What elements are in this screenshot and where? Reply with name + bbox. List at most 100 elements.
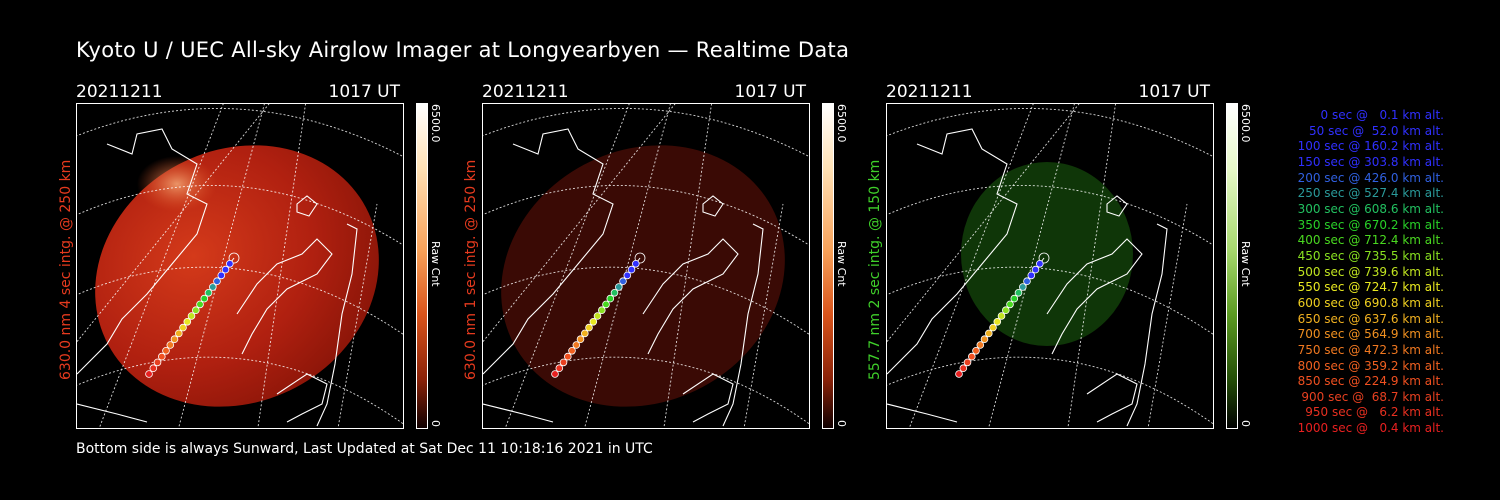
geo-grid	[887, 104, 1213, 428]
trajectory-legend-entry: 950 sec @ 6.2 km alt.	[1305, 405, 1444, 420]
trajectory-point	[1036, 260, 1044, 268]
trajectory-legend-entry: 800 sec @ 359.2 km alt.	[1297, 358, 1444, 373]
trajectory-legend-entry: 200 sec @ 426.0 km alt.	[1297, 170, 1444, 185]
panel-1-channel-label: 630.0 nm 4 sec intg. @ 250 km	[58, 159, 74, 380]
trajectory-point	[980, 335, 989, 344]
panel-1-colorbar-max: 6500.0	[429, 104, 442, 143]
trajectory-point	[568, 347, 576, 355]
panel-1-date: 20211211	[76, 82, 163, 102]
trajectory-point	[228, 252, 240, 264]
trajectory-legend-entry: 100 sec @ 160.2 km alt.	[1297, 139, 1444, 154]
trajectory-point	[619, 277, 627, 286]
trajectory-legend-entry: 700 sec @ 564.9 km alt.	[1297, 327, 1444, 342]
trajectory-point	[226, 260, 234, 268]
panel-3-colorbar-min: 0	[1239, 420, 1252, 427]
trajectory-point	[564, 352, 572, 361]
trajectory-point	[1002, 306, 1010, 315]
geo-grid	[77, 104, 403, 428]
trajectory-legend-entry: 900 sec @ 68.7 km alt.	[1301, 389, 1444, 404]
trajectory-legend-entry: 300 sec @ 608.6 km alt.	[1297, 201, 1444, 216]
trajectory-point	[976, 341, 985, 349]
panel-1-time: 1017 UT	[328, 82, 401, 102]
panel-3-channel-label: 557.7 nm 2 sec intg. @ 150 km	[867, 159, 883, 380]
trajectory-point	[192, 306, 200, 315]
panel-1-colorbar	[416, 103, 428, 429]
panel-1-allsky-image[interactable]	[76, 103, 404, 429]
trajectory-point	[581, 329, 589, 338]
trajectory-point	[968, 352, 976, 361]
airglow-bright-patch	[137, 156, 217, 212]
trajectory-legend-entry: 0 sec @ 0.1 km alt.	[1320, 108, 1445, 122]
trajectory-legend-entry: 350 sec @ 670.2 km alt.	[1297, 217, 1444, 232]
trajectory-point	[559, 358, 568, 367]
trajectory-point	[632, 260, 640, 268]
trajectory-legend-entry: 650 sec @ 637.6 km alt.	[1297, 311, 1444, 326]
trajectory-point	[1023, 277, 1031, 286]
airglow-disk	[501, 145, 785, 407]
trajectory-point	[209, 283, 217, 291]
trajectory-point	[166, 341, 175, 349]
trajectory-point	[1019, 283, 1027, 291]
trajectory-point	[959, 364, 968, 373]
trajectory-point	[615, 283, 623, 291]
panel-3-time: 1017 UT	[1138, 82, 1211, 102]
trajectory-point	[170, 335, 179, 344]
panel-2-colorbar-min: 0	[835, 420, 848, 427]
trajectory-point	[153, 358, 162, 367]
trajectory-point	[997, 312, 1006, 320]
trajectory-legend-entry: 550 sec @ 724.7 km alt.	[1297, 280, 1444, 295]
trajectory-legend-entry: 1000 sec @ 0.4 km alt.	[1297, 421, 1444, 436]
coastlines	[77, 128, 358, 427]
trajectory-point	[972, 347, 980, 355]
trajectory-point	[187, 312, 196, 320]
trajectory-point	[149, 364, 158, 373]
trajectory-legend-entry: 400 sec @ 712.4 km alt.	[1297, 233, 1444, 248]
panel-2-colorbar	[822, 103, 834, 429]
trajectory-point	[602, 300, 610, 309]
trajectory-legend-entry: 50 sec @ 52.0 km alt.	[1309, 123, 1444, 138]
trajectory-point	[985, 329, 993, 338]
trajectory-point	[627, 265, 636, 274]
trajectory-point	[993, 318, 1002, 326]
trajectory-point	[1031, 265, 1040, 274]
trajectory-point	[204, 289, 213, 297]
trajectory-point	[606, 294, 615, 303]
trajectory-point	[593, 312, 602, 320]
trajectory-point	[213, 277, 221, 286]
trajectory-point	[183, 318, 192, 326]
trajectory-point	[1010, 294, 1019, 303]
trajectory-point	[634, 252, 646, 264]
trajectory-point	[1027, 271, 1036, 280]
trajectory-point	[598, 306, 606, 315]
panel-3-date: 20211211	[886, 82, 973, 102]
trajectory-point	[989, 323, 997, 332]
airglow-disk	[95, 145, 379, 407]
trajectory-legend-entry: 600 sec @ 690.8 km alt.	[1297, 295, 1444, 310]
trajectory-point	[217, 271, 226, 280]
panel-2-allsky-image[interactable]	[482, 103, 810, 429]
trajectory-point	[145, 370, 153, 378]
trajectory-legend-entry: 850 sec @ 224.9 km alt.	[1297, 374, 1444, 389]
trajectory-point	[576, 335, 585, 344]
trajectory-point	[162, 347, 170, 355]
trajectory-legend-entry: 450 sec @ 735.5 km alt.	[1297, 248, 1444, 263]
trajectory-point	[1038, 252, 1050, 264]
panel-3-colorbar-max: 6500.0	[1239, 104, 1252, 143]
trajectory-point	[200, 294, 209, 303]
panel-2-date: 20211211	[482, 82, 569, 102]
trajectory-point	[610, 289, 619, 297]
coastlines	[483, 128, 764, 427]
panel-3-allsky-image[interactable]	[886, 103, 1214, 429]
trajectory-point	[175, 329, 183, 338]
panel-3-colorbar	[1226, 103, 1238, 429]
coastlines	[887, 128, 1168, 427]
trajectory-legend-entry: 500 sec @ 739.6 km alt.	[1297, 264, 1444, 279]
trajectory-point	[589, 318, 598, 326]
trajectory-point	[158, 352, 166, 361]
trajectory-legend-entry: 750 sec @ 472.3 km alt.	[1297, 342, 1444, 357]
page-title: Kyoto U / UEC All-sky Airglow Imager at …	[76, 38, 850, 62]
trajectory-point	[196, 300, 204, 309]
panel-1-colorbar-title: Raw Cnt	[429, 241, 442, 287]
trajectory-point	[551, 370, 559, 378]
trajectory-legend: 0 sec @ 0.1 km alt. 50 sec @ 52.0 km alt.…	[1298, 108, 1444, 437]
